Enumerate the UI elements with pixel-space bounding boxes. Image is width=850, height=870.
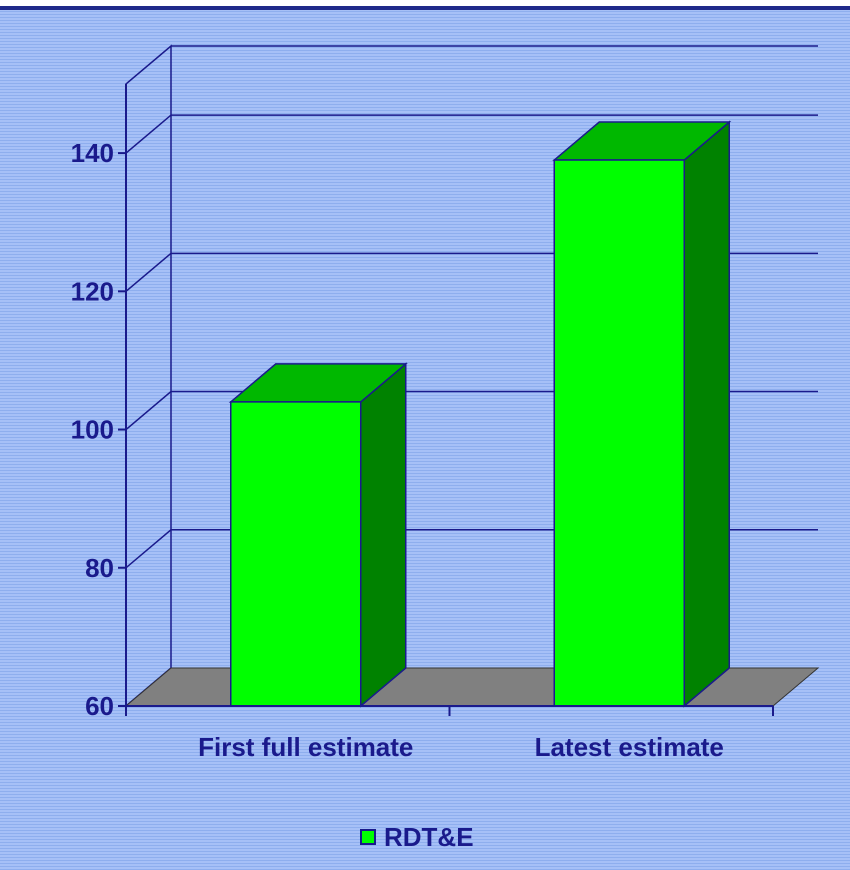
bar-2 (552, 120, 732, 708)
y-tick-label: 60 (85, 691, 114, 721)
legend: RDT&E (360, 820, 474, 854)
y-tick-label: 140 (71, 138, 114, 168)
x-tick-label: Latest estimate (535, 732, 724, 762)
legend-swatch (360, 829, 376, 845)
side-wall (125, 44, 172, 708)
y-tick-label: 100 (71, 415, 114, 445)
bar-front (230, 401, 362, 707)
top-border (0, 0, 850, 10)
gridline (125, 114, 818, 154)
legend-label-rdte: RDT&E (384, 821, 474, 852)
y-tick-label: 80 (85, 553, 114, 583)
bar-side (683, 120, 730, 708)
bars (228, 120, 732, 708)
bar-1 (228, 362, 408, 708)
axes (125, 84, 774, 716)
x-tick-label: First full estimate (198, 732, 413, 762)
y-tick-label: 120 (71, 276, 114, 306)
bar-side (360, 362, 407, 708)
bar-front (553, 159, 685, 707)
x-axis-labels: First full estimate Latest estimate (198, 732, 724, 762)
y-axis-ticks: 60 80 100 120 140 (71, 138, 126, 721)
